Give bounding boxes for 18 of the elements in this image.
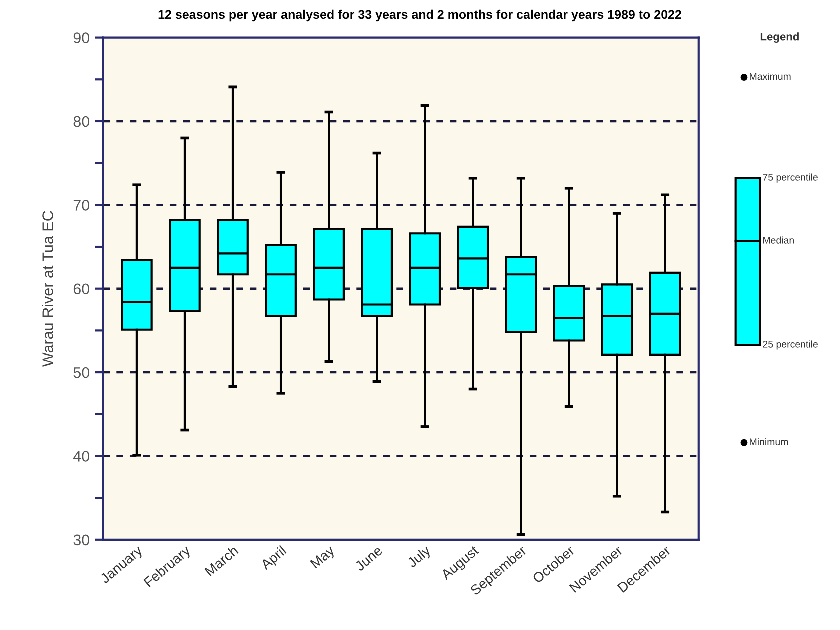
text: 75 percentile xyxy=(763,174,818,183)
y-tick-label: 60 xyxy=(74,284,90,295)
x-tick-label: May xyxy=(310,545,338,571)
y-tick-label: 50 xyxy=(74,367,90,378)
y-tick-label: 30 xyxy=(74,534,90,546)
y-tick-label: 90 xyxy=(74,32,90,44)
y-axis-title: Warau River at Tua EC xyxy=(42,211,54,368)
x-tick-label: July xyxy=(406,544,434,570)
text: Median xyxy=(764,236,794,244)
text: Minimum xyxy=(750,438,788,446)
text: Maximum xyxy=(750,72,791,80)
x-tick-label: June xyxy=(354,546,384,572)
chart-title: 12 seasons per year analysed for 33 years and 2 months for calendar years 1989 to 2022 xyxy=(158,10,682,22)
y-tick-label: 40 xyxy=(73,451,90,462)
y-tick-label: 70 xyxy=(74,200,90,211)
y-tick-label: 80 xyxy=(74,116,90,128)
text: Legend xyxy=(760,32,799,44)
text: 25 percentile xyxy=(763,340,818,350)
